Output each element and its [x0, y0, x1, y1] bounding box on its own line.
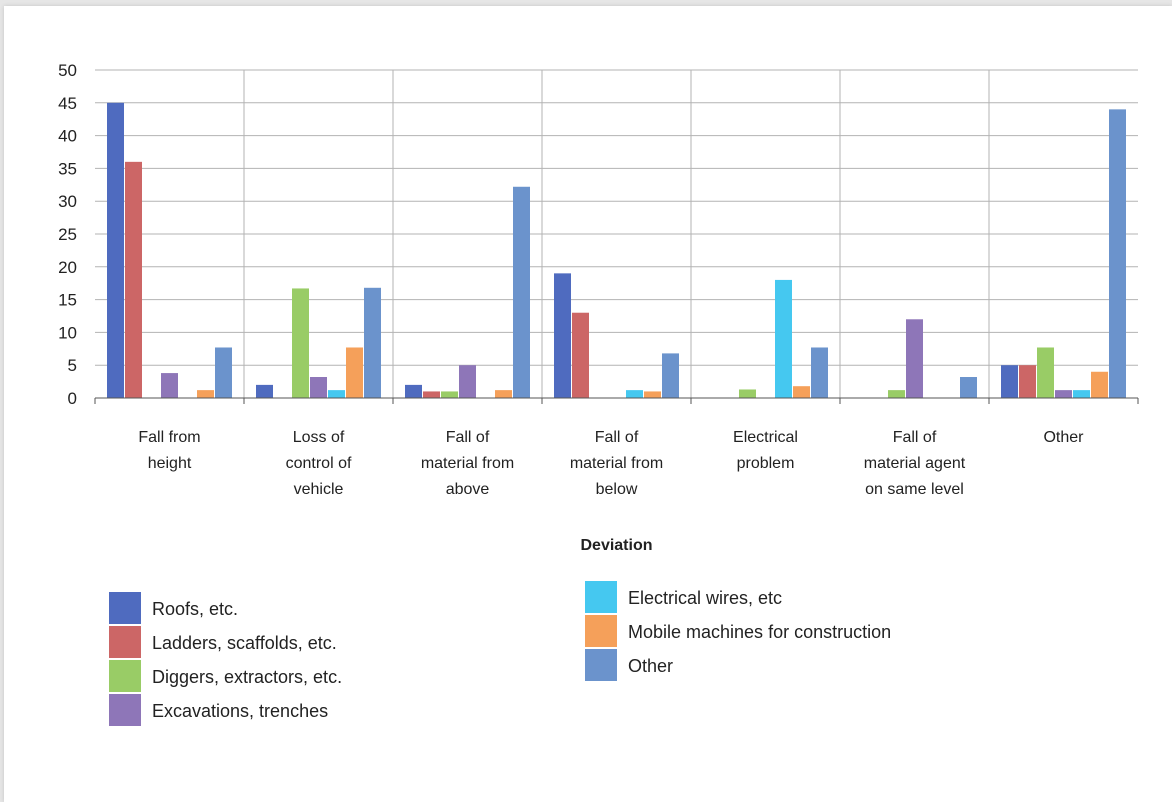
x-axis-title: Deviation	[580, 537, 652, 554]
y-tick-label: 20	[58, 258, 77, 277]
bar	[888, 390, 905, 398]
legend-label: Ladders, scaffolds, etc.	[152, 633, 337, 653]
y-tick-label: 50	[58, 61, 77, 80]
bar	[811, 347, 828, 398]
bar	[310, 377, 327, 398]
bar	[459, 365, 476, 398]
bar	[572, 312, 589, 398]
bar	[513, 186, 530, 398]
bar	[1037, 347, 1054, 398]
y-tick-label: 40	[58, 127, 77, 146]
bar	[1109, 109, 1126, 399]
bar	[1091, 371, 1108, 398]
bar	[423, 391, 440, 398]
bar	[197, 390, 214, 398]
x-category-label: Fall of material from above	[421, 429, 514, 498]
legend-swatch	[109, 592, 141, 624]
chart-panel: 0 5 10 15 20 25 30 35 40 45 50 Fall from height Loss …	[4, 6, 1172, 802]
x-category-label: Fall of material from below	[570, 429, 663, 498]
bar	[1019, 365, 1036, 398]
y-tick-label: 30	[58, 192, 77, 211]
y-tick-label: 0	[68, 389, 77, 408]
legend-label: Excavations, trenches	[152, 701, 328, 721]
bar	[1073, 390, 1090, 398]
legend-swatch	[585, 615, 617, 647]
x-category-label: Fall from height	[138, 429, 200, 472]
legend-swatch	[109, 626, 141, 658]
bar	[1001, 365, 1018, 398]
bar	[292, 288, 309, 398]
legend-swatch	[585, 649, 617, 681]
bar-chart: 0 5 10 15 20 25 30 35 40 45 50 Fall from height Loss …	[58, 61, 1139, 726]
bar	[662, 353, 679, 398]
y-tick-label: 15	[58, 291, 77, 310]
bar	[793, 386, 810, 398]
bar	[125, 161, 142, 398]
bar	[107, 102, 124, 399]
bar	[161, 373, 178, 398]
x-category-label: Fall of material agent on same level	[864, 429, 966, 498]
y-tick-label: 45	[58, 94, 77, 113]
legend-swatch	[109, 694, 141, 726]
legend-label: Diggers, extractors, etc.	[152, 667, 342, 687]
bar	[739, 389, 756, 398]
bar	[554, 273, 571, 398]
bar	[626, 390, 643, 398]
bar	[644, 391, 661, 398]
legend-label: Roofs, etc.	[152, 599, 238, 619]
x-category-label: Loss of control of vehicle	[286, 429, 352, 498]
bar	[495, 390, 512, 398]
legend-label: Mobile machines for construction	[628, 622, 891, 642]
bar	[441, 391, 458, 398]
bar	[960, 377, 977, 398]
bar	[346, 347, 363, 398]
legend-label: Other	[628, 656, 673, 676]
bar	[405, 384, 422, 398]
bar	[1055, 390, 1072, 398]
legend-swatch	[585, 581, 617, 613]
legend-swatch	[109, 660, 141, 692]
bar	[215, 347, 232, 398]
bar	[906, 319, 923, 398]
x-category-label: Electrical problem	[733, 429, 798, 472]
bar	[256, 384, 273, 398]
y-tick-label: 5	[68, 356, 77, 375]
x-category-label: Other	[1043, 429, 1084, 446]
y-tick-label: 35	[58, 159, 77, 178]
bar	[328, 390, 345, 398]
y-tick-label: 10	[58, 323, 77, 342]
y-tick-label: 25	[58, 225, 77, 244]
bar	[775, 279, 792, 398]
bar	[364, 287, 381, 398]
legend-label: Electrical wires, etc	[628, 588, 782, 608]
